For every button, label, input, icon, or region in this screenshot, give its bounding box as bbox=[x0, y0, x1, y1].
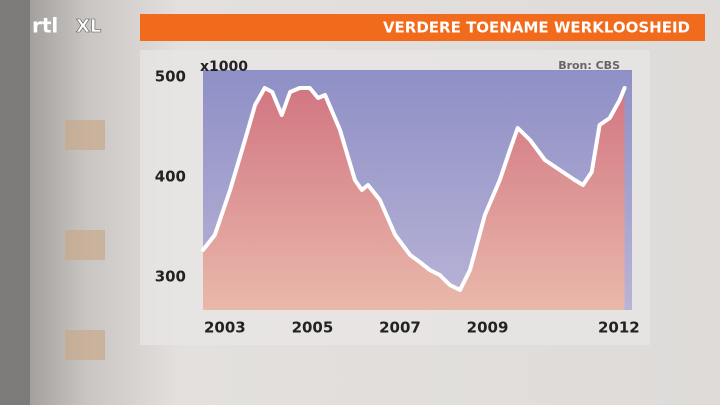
y-tick-label: 400 bbox=[155, 168, 186, 186]
logo-rtl: rtl bbox=[32, 14, 58, 38]
shelf bbox=[65, 230, 105, 260]
shelf bbox=[65, 120, 105, 150]
area bbox=[203, 88, 625, 310]
x-tick-label: 2003 bbox=[204, 319, 246, 337]
x-tick-label: 2012 bbox=[598, 319, 640, 337]
y-tick-label: 300 bbox=[155, 268, 186, 286]
cabinet bbox=[0, 0, 30, 405]
x-tick-label: 2007 bbox=[379, 319, 421, 337]
logo-xl: XL bbox=[76, 16, 101, 37]
shelf bbox=[65, 330, 105, 360]
chart-title: VERDERE TOENAME WERKLOOSHEID bbox=[383, 19, 690, 37]
source: Bron: CBS bbox=[558, 59, 620, 72]
x-tick-label: 2005 bbox=[292, 319, 334, 337]
title-bar bbox=[140, 14, 705, 41]
line bbox=[201, 86, 627, 292]
unit-label: x1000 bbox=[200, 59, 248, 75]
x-tick-label: 2009 bbox=[467, 319, 509, 337]
y-tick-label: 500 bbox=[155, 68, 186, 86]
